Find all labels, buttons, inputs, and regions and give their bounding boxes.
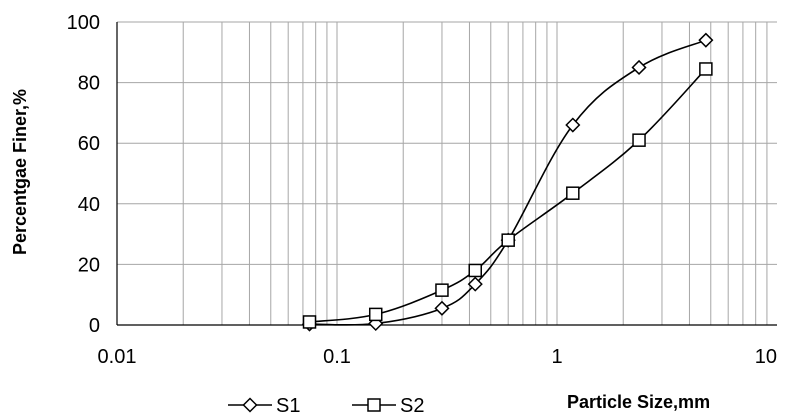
legend-item-s1: S1 [228, 395, 300, 417]
series-s1 [301, 32, 714, 332]
grid-lines [117, 21, 777, 325]
y-axis-label: Percentgae Finer,% [10, 89, 30, 255]
y-tick-label: 80 [78, 73, 100, 95]
x-axis-label: Particle Size,mm [567, 392, 710, 412]
series-line [309, 68, 707, 323]
data-point-diamond [565, 117, 581, 133]
data-point-diamond [434, 300, 450, 316]
legend-item-s2: S2 [352, 395, 424, 417]
axes [116, 22, 777, 326]
y-tick-label: 0 [89, 315, 100, 337]
series-line [309, 39, 707, 326]
legend-label: S1 [276, 395, 300, 417]
y-tick-label: 40 [78, 194, 100, 216]
data-point-square [566, 186, 580, 200]
y-tick-labels: 0 20 40 60 80 100 [67, 12, 100, 337]
x-tick-labels: 0.01 0.1 1 10 [98, 346, 777, 368]
x-tick-label: 10 [755, 346, 777, 368]
data-point-square [501, 233, 515, 247]
x-tick-label: 1 [551, 346, 562, 368]
x-tick-label: 0.1 [323, 346, 351, 368]
data-point-square [367, 398, 381, 412]
y-tick-label: 100 [67, 12, 100, 34]
data-point-diamond [467, 276, 483, 292]
series-s2 [302, 62, 713, 329]
y-tick-label: 20 [78, 254, 100, 276]
data-point-square [435, 283, 449, 297]
data-point-square [368, 307, 383, 322]
data-point-square [632, 133, 646, 147]
legend-label: S2 [400, 395, 424, 417]
data-point-diamond [242, 397, 258, 413]
series-group [301, 32, 714, 332]
data-point-square [699, 62, 713, 76]
y-tick-label: 60 [78, 133, 100, 155]
data-point-square [302, 315, 317, 329]
legend: S1 S2 [228, 395, 424, 417]
data-point-square [468, 263, 482, 278]
x-tick-label: 0.01 [98, 346, 137, 368]
data-point-diamond [698, 32, 714, 48]
data-point-diamond [631, 59, 647, 76]
